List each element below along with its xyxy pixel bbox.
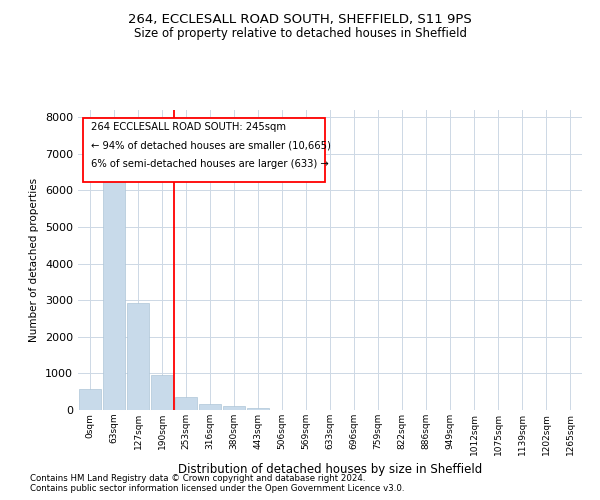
Bar [223, 406, 245, 410]
Text: Contains HM Land Registry data © Crown copyright and database right 2024.: Contains HM Land Registry data © Crown c… [30, 474, 365, 483]
Text: ← 94% of detached houses are smaller (10,665): ← 94% of detached houses are smaller (10… [91, 140, 331, 150]
Bar [127, 303, 149, 410]
Text: 264 ECCLESALL ROAD SOUTH: 245sqm: 264 ECCLESALL ROAD SOUTH: 245sqm [91, 122, 286, 132]
Bar [247, 408, 269, 410]
Y-axis label: Number of detached properties: Number of detached properties [29, 178, 40, 342]
Bar [175, 397, 197, 410]
X-axis label: Distribution of detached houses by size in Sheffield: Distribution of detached houses by size … [178, 463, 482, 476]
Bar [103, 176, 125, 410]
Text: Contains public sector information licensed under the Open Government Licence v3: Contains public sector information licen… [30, 484, 404, 493]
Bar [199, 404, 221, 410]
Text: 6% of semi-detached houses are larger (633) →: 6% of semi-detached houses are larger (6… [91, 159, 328, 169]
Text: 264, ECCLESALL ROAD SOUTH, SHEFFIELD, S11 9PS: 264, ECCLESALL ROAD SOUTH, SHEFFIELD, S1… [128, 12, 472, 26]
Bar [79, 389, 101, 410]
Bar [83, 118, 325, 182]
Bar [151, 374, 173, 410]
Text: Size of property relative to detached houses in Sheffield: Size of property relative to detached ho… [133, 28, 467, 40]
